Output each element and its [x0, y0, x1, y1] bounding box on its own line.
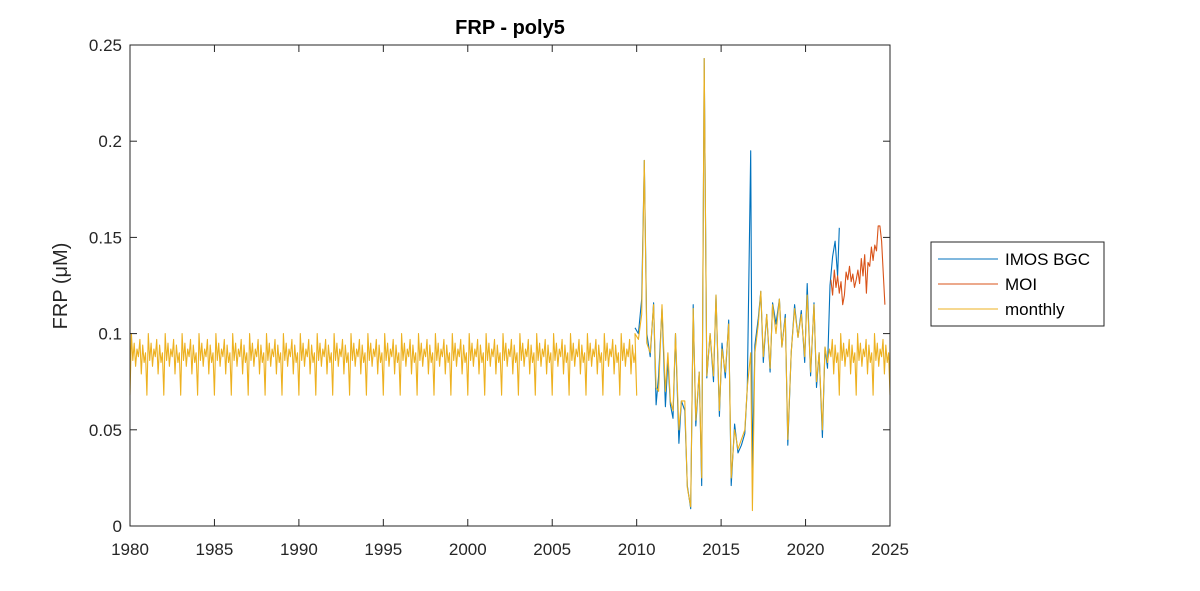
legend-label: monthly [1005, 300, 1065, 319]
x-tick-label: 1980 [111, 540, 149, 559]
x-tick-label: 2025 [871, 540, 909, 559]
chart-title: FRP - poly5 [455, 17, 565, 39]
series-line-monthly [129, 57, 891, 512]
y-axis-title: FRP (μM) [50, 243, 72, 330]
plot-frame [129, 44, 891, 527]
series-layer [129, 57, 891, 512]
x-tick-label: 2020 [787, 540, 825, 559]
x-tick-label: 2015 [702, 540, 740, 559]
x-tick-label: 2010 [618, 540, 656, 559]
y-tick-label: 0.25 [89, 36, 122, 55]
y-tick-label: 0.2 [98, 132, 122, 151]
legend-label: MOI [1005, 275, 1037, 294]
y-tick-label: 0.1 [98, 325, 122, 344]
series-line-moi [830, 225, 886, 306]
legend-label: IMOS BGC [1005, 250, 1090, 269]
y-tick-label: 0.15 [89, 228, 122, 247]
axes-layer: 1980 1985 1990 1995 2000 2005 2010 2015 2020 2025… [89, 36, 909, 559]
x-tick-label: 1990 [280, 540, 318, 559]
y-tick-label: 0.05 [89, 421, 122, 440]
legend: IMOS BGC MOI monthly [930, 241, 1105, 327]
x-tick-label: 2000 [449, 540, 487, 559]
y-tick-label: 0 [113, 517, 122, 536]
x-tick-label: 2005 [533, 540, 571, 559]
x-tick-label: 1995 [364, 540, 402, 559]
x-tick-label: 1985 [196, 540, 234, 559]
